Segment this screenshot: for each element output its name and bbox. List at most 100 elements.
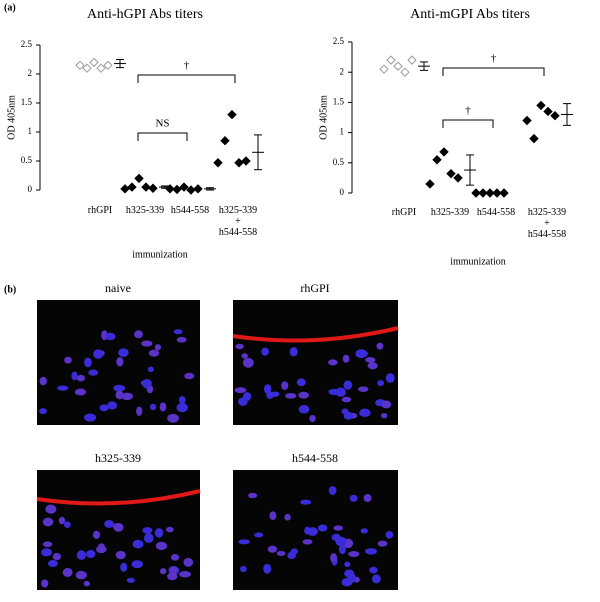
- nucleus: [263, 563, 272, 574]
- nucleus: [64, 356, 72, 364]
- data-point: [141, 182, 151, 192]
- nucleus: [298, 404, 310, 414]
- nucleus: [344, 561, 351, 568]
- nucleus: [284, 513, 291, 521]
- y-tick-label: 0: [340, 187, 345, 197]
- nucleus: [96, 545, 107, 554]
- significance-bracket: [137, 132, 188, 141]
- nucleus: [142, 378, 152, 389]
- nucleus: [71, 371, 78, 381]
- data-point: [165, 184, 175, 194]
- nucleus: [58, 516, 66, 525]
- nucleus: [376, 342, 384, 350]
- data-point: [179, 182, 189, 192]
- image-label: h325-339: [95, 451, 141, 465]
- y-tick-label: 0: [28, 184, 33, 194]
- significance-label: †: [465, 105, 471, 117]
- significance-bracket: [442, 67, 545, 76]
- y-tick-label: 1: [340, 127, 345, 137]
- data-point: [492, 188, 502, 198]
- y-tick-label: 1: [28, 126, 33, 136]
- nucleus: [290, 548, 299, 555]
- y-tick-label: 1.5: [21, 97, 33, 107]
- nucleus: [380, 413, 388, 419]
- nucleus: [41, 579, 49, 588]
- nucleus: [170, 553, 180, 561]
- panel-label: (b): [4, 284, 16, 295]
- nucleus: [155, 541, 168, 551]
- nucleus: [115, 390, 124, 400]
- nucleus: [328, 486, 337, 495]
- nucleus: [356, 349, 368, 358]
- x-axis-label: immunization: [450, 256, 506, 267]
- x-axis-label: immunization: [132, 249, 188, 260]
- data-point: [75, 60, 85, 71]
- data-point: [120, 184, 130, 194]
- significance-label: †: [184, 60, 190, 72]
- nucleus: [178, 396, 186, 404]
- nucleus: [173, 329, 183, 335]
- nucleus: [136, 406, 143, 417]
- x-tick-label: rhGPI: [391, 207, 417, 218]
- nucleus: [134, 330, 143, 339]
- nucleus: [254, 532, 264, 538]
- nucleus: [39, 408, 47, 415]
- nucleus: [341, 396, 352, 403]
- nucleus: [179, 571, 191, 578]
- y-tick-label: 2: [28, 68, 33, 78]
- nucleus: [338, 544, 346, 555]
- nucleus: [88, 369, 99, 376]
- nucleus: [239, 565, 247, 573]
- nucleus: [276, 551, 286, 557]
- y-tick-label: 2.5: [333, 36, 345, 46]
- x-tick-label: h325-339 + h544-558: [218, 205, 258, 238]
- image-label: naive: [105, 281, 131, 295]
- nucleus: [170, 566, 178, 574]
- nucleus: [75, 570, 87, 580]
- nucleus: [238, 539, 250, 545]
- nucleus: [296, 378, 306, 387]
- nucleus: [176, 336, 187, 343]
- error-bar: [116, 59, 124, 69]
- nucleus: [126, 577, 135, 583]
- data-point: [393, 61, 403, 71]
- nucleus: [76, 550, 87, 560]
- nucleus: [289, 347, 298, 357]
- nucleus: [131, 560, 143, 569]
- data-point: [96, 63, 106, 73]
- nucleus: [52, 552, 62, 561]
- nucleus: [300, 499, 312, 505]
- significance-bracket: [442, 119, 494, 128]
- nucleus: [269, 511, 277, 520]
- y-axis-label: OD 405nm: [6, 95, 17, 140]
- nucleus: [142, 527, 153, 534]
- x-tick-label: rhGPI: [87, 205, 113, 216]
- nucleus: [148, 349, 160, 357]
- data-point: [148, 183, 158, 193]
- nucleus: [248, 492, 258, 499]
- nucleus: [167, 413, 179, 423]
- nucleus: [235, 343, 244, 350]
- data-point: [529, 133, 539, 144]
- nucleus: [57, 385, 69, 391]
- nucleus: [154, 344, 161, 351]
- nucleus: [92, 530, 101, 539]
- micrograph: [233, 470, 398, 590]
- data-point: [446, 168, 456, 179]
- nucleus: [357, 386, 369, 393]
- nucleus: [141, 340, 153, 347]
- stained-band: [232, 326, 399, 343]
- data-point: [89, 57, 99, 68]
- nucleus: [385, 373, 395, 383]
- nucleus: [104, 520, 114, 528]
- y-axis-label: OD 405nm: [318, 95, 329, 140]
- nucleus: [267, 545, 278, 553]
- nucleus: [118, 348, 129, 357]
- nucleus: [367, 362, 378, 370]
- data-point: [407, 55, 417, 65]
- nucleus: [309, 415, 316, 423]
- stained-band: [36, 489, 201, 506]
- x-tick-label: h325-339: [430, 207, 470, 218]
- nucleus: [113, 384, 126, 392]
